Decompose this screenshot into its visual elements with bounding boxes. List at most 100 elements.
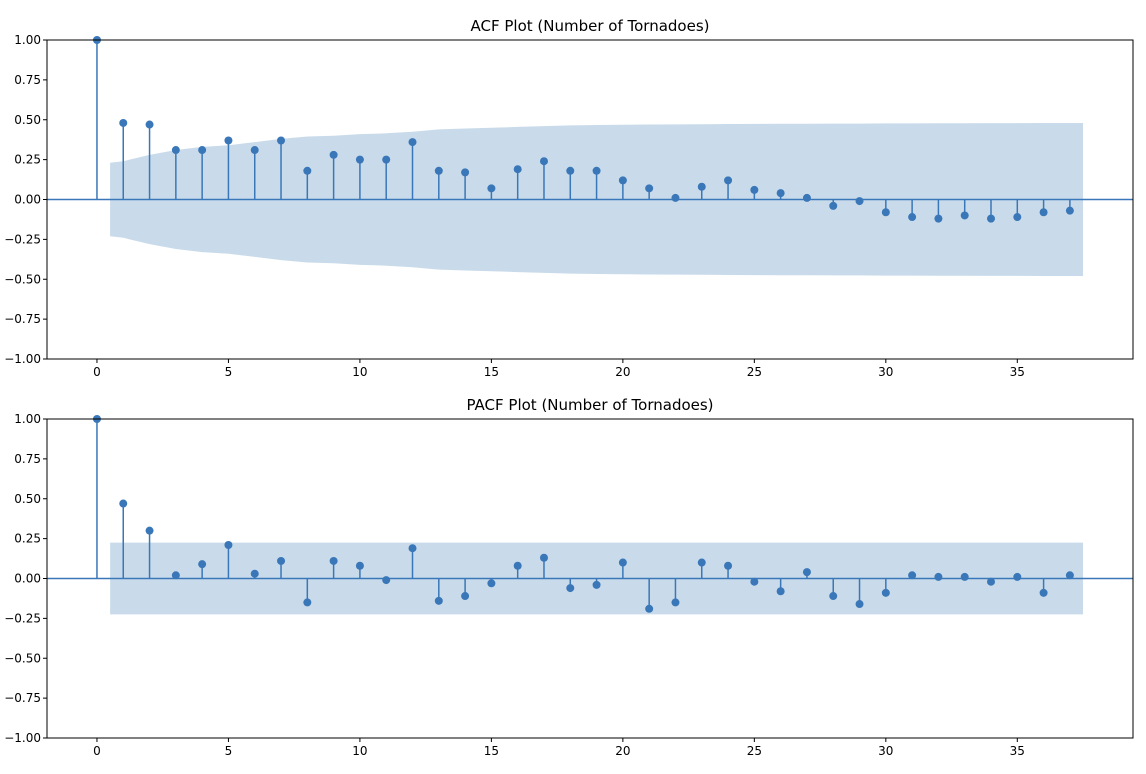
data-point [224, 136, 233, 145]
y-tick-label: −0.25 [4, 232, 41, 246]
acf-chart: ACF Plot (Number of Tornadoes) 0 5 10 15 20 2… [4, 17, 1134, 379]
data-point [960, 572, 969, 581]
data-point [487, 184, 496, 193]
chart-title: PACF Plot (Number of Tornadoes) [466, 396, 713, 414]
y-tick-label: 1.00 [14, 33, 41, 47]
data-point [1039, 588, 1048, 597]
data-point [303, 166, 312, 175]
data-point [908, 571, 917, 580]
data-point [1065, 571, 1074, 580]
data-point [987, 214, 996, 223]
data-point [829, 201, 838, 210]
data-point [171, 571, 180, 580]
data-point [224, 541, 233, 550]
data-point [934, 572, 943, 581]
data-point [329, 150, 338, 159]
data-point [750, 185, 759, 194]
data-point [355, 155, 364, 164]
data-point [277, 136, 286, 145]
data-point [434, 166, 443, 175]
x-tick-label: 35 [1010, 744, 1025, 758]
data-point [382, 576, 391, 585]
y-tick-label: −0.75 [4, 312, 41, 326]
data-point [908, 213, 917, 222]
data-point [513, 165, 522, 174]
data-point [802, 568, 811, 577]
data-point [855, 600, 864, 609]
data-point [566, 584, 575, 593]
x-tick-label: 30 [878, 744, 893, 758]
markers-layer [92, 415, 1074, 613]
data-point [881, 588, 890, 597]
y-tick-label: 0.50 [14, 113, 41, 127]
data-point [1013, 213, 1022, 222]
y-tick-label: 0.00 [14, 193, 41, 207]
x-tick-label: 5 [225, 365, 233, 379]
data-point [461, 168, 470, 177]
y-axis-ticks: 1.00 0.75 0.50 0.25 0.00 −0.25 −0.50 −0.75 −1.00 [4, 412, 47, 745]
data-point [119, 499, 128, 508]
data-point [645, 184, 654, 193]
y-tick-label: −0.50 [4, 272, 41, 286]
data-point [1039, 208, 1048, 217]
data-point [987, 577, 996, 586]
data-point [303, 598, 312, 607]
x-tick-label: 15 [484, 744, 499, 758]
data-point [829, 592, 838, 601]
x-tick-label: 30 [878, 365, 893, 379]
y-axis-ticks: 1.00 0.75 0.50 0.25 0.00 −0.25 −0.50 −0.75 −1.00 [4, 33, 47, 366]
y-tick-label: 0.75 [14, 73, 41, 87]
data-point [1065, 206, 1074, 215]
data-point [539, 553, 548, 562]
data-point [881, 208, 890, 217]
y-tick-label: 0.25 [14, 532, 41, 546]
data-point [671, 598, 680, 607]
x-tick-label: 15 [484, 365, 499, 379]
data-point [566, 166, 575, 175]
data-point [618, 176, 627, 185]
data-point [434, 596, 443, 605]
stems-layer [96, 40, 1071, 219]
data-point [802, 193, 811, 202]
y-tick-label: 0.75 [14, 452, 41, 466]
data-point [408, 138, 417, 147]
data-point [355, 561, 364, 570]
y-tick-label: 0.50 [14, 492, 41, 506]
x-tick-label: 35 [1010, 365, 1025, 379]
data-point [697, 558, 706, 567]
data-point [277, 556, 286, 565]
data-point [513, 561, 522, 570]
x-tick-label: 20 [615, 744, 630, 758]
data-point [250, 146, 259, 155]
y-tick-label: −1.00 [4, 731, 41, 745]
y-tick-label: 0.00 [14, 572, 41, 586]
data-point [382, 155, 391, 164]
markers-layer [92, 36, 1074, 223]
data-point [671, 193, 680, 202]
x-tick-label: 0 [93, 365, 101, 379]
data-point [539, 157, 548, 166]
data-point [487, 579, 496, 588]
y-tick-label: 0.25 [14, 153, 41, 167]
x-tick-label: 25 [747, 744, 762, 758]
data-point [329, 556, 338, 565]
data-point [1013, 572, 1022, 581]
data-point [171, 146, 180, 155]
data-point [645, 604, 654, 613]
data-point [776, 189, 785, 198]
x-tick-label: 10 [352, 744, 367, 758]
x-tick-label: 25 [747, 365, 762, 379]
data-point [750, 577, 759, 586]
pacf-chart: PACF Plot (Number of Tornadoes) 0 5 10 15 20… [4, 396, 1134, 758]
y-tick-label: 1.00 [14, 412, 41, 426]
x-axis-ticks: 0 5 10 15 20 25 30 35 [93, 738, 1025, 758]
data-point [198, 560, 207, 569]
x-tick-label: 0 [93, 744, 101, 758]
data-point [855, 197, 864, 206]
x-axis-ticks: 0 5 10 15 20 25 30 35 [93, 359, 1025, 379]
y-tick-label: −0.25 [4, 611, 41, 625]
data-point [461, 592, 470, 601]
data-point [724, 176, 733, 185]
